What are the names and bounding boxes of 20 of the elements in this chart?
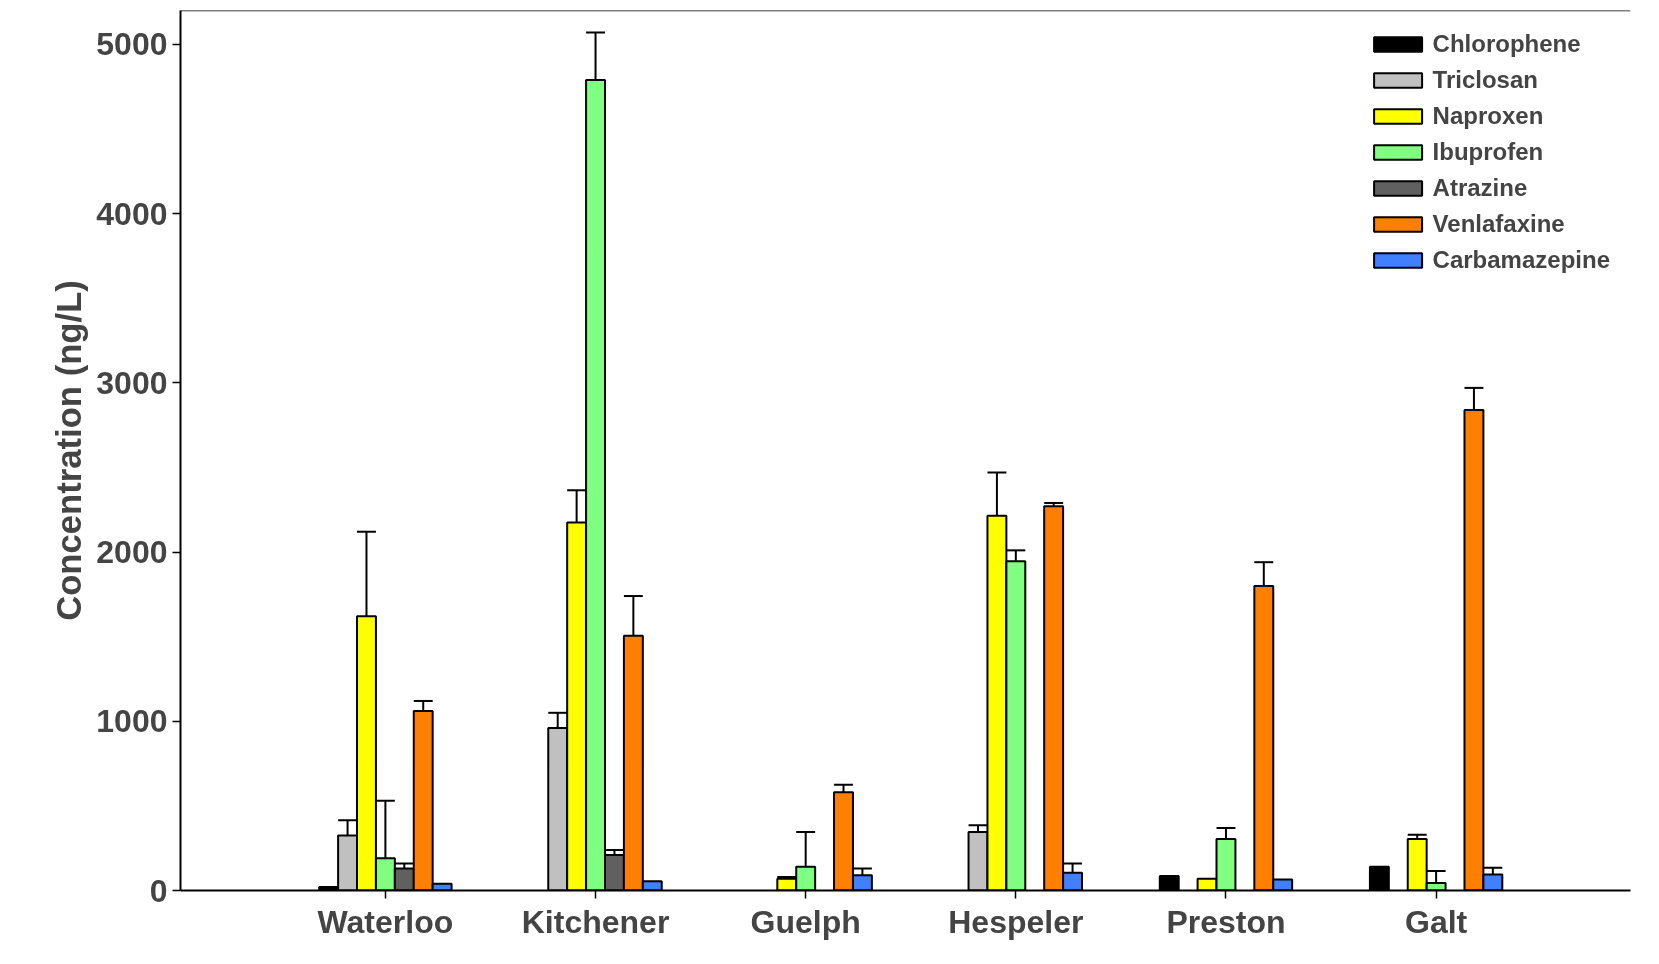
y-tick-label: 2000 (96, 534, 168, 571)
legend-label: Venlafaxine (1432, 210, 1565, 238)
x-tick-label: Kitchener (521, 903, 670, 940)
x-tick-label: Hespeler (948, 903, 1084, 940)
y-tick-label: 0 (149, 872, 168, 909)
y-tick-label: 3000 (96, 364, 168, 401)
legend-label: Ibuprofen (1432, 138, 1544, 166)
x-tick-label: Preston (1166, 903, 1286, 940)
legend-label: Naproxen (1432, 102, 1544, 130)
y-tick-label: 5000 (96, 26, 168, 63)
x-tick-label: Guelph (750, 903, 861, 940)
y-axis-title: Concentration (ng/L) (50, 280, 89, 621)
x-tick-label: Galt (1405, 903, 1468, 940)
x-tick-label: Waterloo (317, 903, 454, 940)
y-tick-label: 4000 (96, 195, 168, 232)
legend-label: Atrazine (1432, 174, 1528, 202)
legend-label: Triclosan (1432, 66, 1538, 94)
legend-label: Chlorophene (1432, 30, 1581, 58)
legend-label: Carbamazepine (1432, 246, 1610, 274)
y-tick-label: 1000 (96, 703, 168, 740)
